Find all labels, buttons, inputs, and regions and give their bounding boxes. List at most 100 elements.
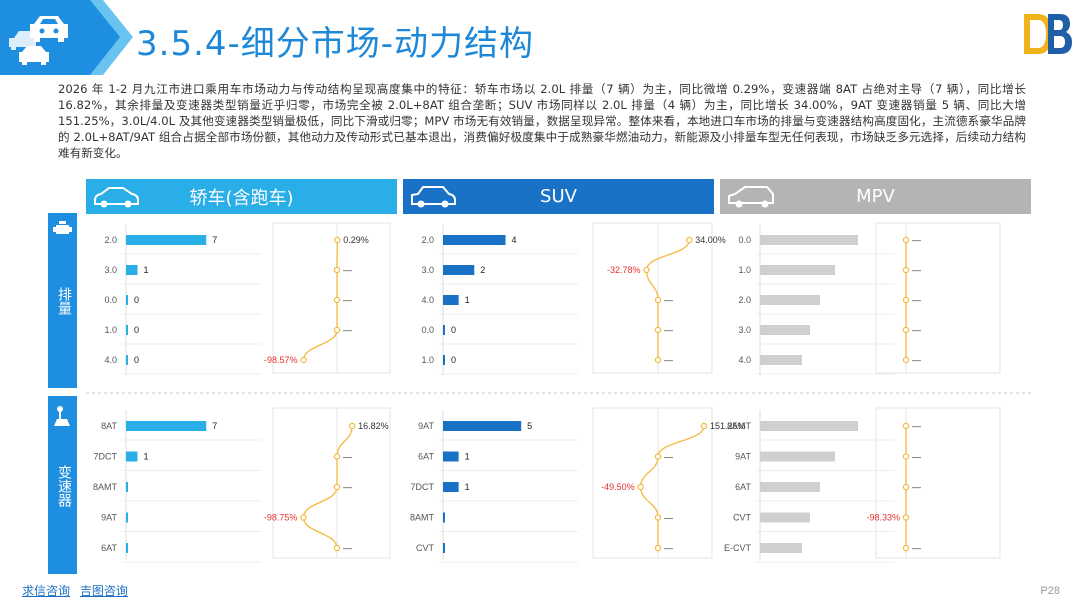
yoy-label: — bbox=[664, 452, 673, 462]
yoy-label: — bbox=[343, 295, 352, 305]
yoy-point bbox=[902, 422, 910, 430]
yoy-point bbox=[643, 266, 650, 274]
bar-placeholder bbox=[760, 355, 802, 365]
car-icon bbox=[9, 16, 68, 65]
bar-value-label: 7 bbox=[212, 421, 217, 431]
bar-value-label: 0 bbox=[134, 355, 139, 365]
yoy-point bbox=[902, 326, 910, 334]
line-chart-frame bbox=[875, 222, 1001, 374]
yoy-point bbox=[902, 514, 910, 521]
yoy-point bbox=[300, 514, 307, 521]
yoy-point bbox=[333, 266, 341, 274]
yoy-point bbox=[902, 236, 910, 244]
brand-logo-icon bbox=[1024, 14, 1072, 54]
yoy-label-negative: -98.33% bbox=[866, 513, 900, 523]
bar bbox=[126, 451, 138, 462]
yoy-label: 34.00% bbox=[695, 235, 726, 245]
category-label: 9AT bbox=[418, 421, 434, 431]
yoy-point bbox=[654, 514, 662, 521]
bar bbox=[443, 543, 445, 553]
category-label: 2.0 bbox=[104, 235, 117, 245]
bar bbox=[126, 265, 138, 275]
yoy-line-sedan-transmission: 16.82% — — -98.75% — bbox=[264, 407, 391, 559]
bar bbox=[443, 265, 475, 275]
yoy-point bbox=[902, 266, 910, 274]
yoy-label: — bbox=[343, 452, 352, 462]
bar bbox=[126, 421, 207, 431]
category-label: 6AT bbox=[735, 482, 751, 492]
bar-value-label: 5 bbox=[527, 421, 532, 431]
bar-value-label: 1 bbox=[465, 452, 470, 462]
bar-value-label: 1 bbox=[465, 482, 470, 492]
yoy-line-sedan-displacement: 0.29% — — — -98.57% bbox=[264, 222, 391, 374]
bar bbox=[126, 543, 128, 553]
bar-value-label: 0 bbox=[451, 325, 456, 335]
category-label: 8AMT bbox=[727, 421, 752, 431]
yoy-point bbox=[654, 544, 662, 552]
line-chart-frame bbox=[875, 407, 1001, 559]
gear-shift-icon bbox=[54, 406, 70, 426]
category-label: 4.0 bbox=[421, 295, 434, 305]
yoy-point bbox=[654, 326, 662, 334]
yoy-line-mpv-displacement: — — — — — bbox=[875, 222, 1001, 374]
yoy-label: — bbox=[343, 482, 352, 492]
bar-value-label: 1 bbox=[465, 295, 470, 305]
yoy-point bbox=[902, 483, 910, 491]
bar-chart-sedan-displacement: 2.0 7 3.0 1 0.0 0 1.0 0 4.0 0 bbox=[104, 225, 261, 375]
yoy-line-mpv-transmission: — — — -98.33% — bbox=[866, 407, 1001, 559]
bar-value-label: 7 bbox=[212, 235, 217, 245]
segment-label: SUV bbox=[540, 186, 577, 207]
bar bbox=[126, 295, 128, 305]
yoy-point bbox=[348, 422, 356, 430]
bar-placeholder bbox=[760, 451, 835, 462]
category-label: 9AT bbox=[735, 452, 751, 462]
category-label: 8AT bbox=[101, 421, 117, 431]
bar bbox=[443, 512, 445, 523]
category-label: 6AT bbox=[101, 543, 117, 553]
bar-value-label: 4 bbox=[512, 235, 517, 245]
yoy-line-path bbox=[640, 425, 705, 548]
segment-label: MPV bbox=[856, 186, 895, 207]
line-chart-frame bbox=[272, 222, 391, 374]
yoy-point bbox=[334, 236, 341, 244]
yoy-point bbox=[333, 544, 341, 552]
bar bbox=[443, 325, 445, 335]
yoy-point bbox=[902, 453, 910, 460]
bar bbox=[126, 235, 207, 245]
bar-placeholder bbox=[760, 295, 820, 305]
category-label: 7DCT bbox=[410, 482, 434, 492]
bar-value-label: 0 bbox=[134, 295, 139, 305]
bar bbox=[126, 512, 128, 523]
category-label: 0.0 bbox=[104, 295, 117, 305]
yoy-label: — bbox=[912, 235, 921, 245]
yoy-point bbox=[333, 296, 341, 304]
yoy-point bbox=[700, 422, 708, 430]
yoy-label: — bbox=[664, 543, 673, 553]
bar-value-label: 0 bbox=[451, 355, 456, 365]
yoy-label: 151.25% bbox=[710, 421, 746, 431]
yoy-label: 0.29% bbox=[343, 235, 369, 245]
yoy-label-negative: -49.50% bbox=[601, 482, 635, 492]
category-label: 4.0 bbox=[738, 355, 751, 365]
yoy-label: — bbox=[664, 325, 673, 335]
bar bbox=[126, 355, 128, 365]
yoy-label: — bbox=[912, 482, 921, 492]
bar bbox=[443, 482, 459, 492]
displacement-label-box bbox=[48, 213, 77, 388]
category-label: 0.0 bbox=[421, 325, 434, 335]
yoy-point bbox=[333, 453, 341, 460]
footer-link-2[interactable]: 吉图咨询 bbox=[79, 584, 128, 598]
bar-chart-mpv-displacement: 0.0 1.0 2.0 3.0 4.0 bbox=[738, 225, 895, 375]
category-label: 4.0 bbox=[104, 355, 117, 365]
category-label: 1.0 bbox=[738, 265, 751, 275]
bar bbox=[126, 482, 128, 492]
yoy-label: — bbox=[912, 452, 921, 462]
header-band bbox=[0, 0, 133, 75]
yoy-label-negative: -98.57% bbox=[264, 355, 298, 365]
mpv-icon bbox=[728, 186, 774, 208]
footer-link-1[interactable]: 求信咨询 bbox=[22, 584, 71, 598]
bar-placeholder bbox=[760, 265, 835, 275]
category-label: 8AMT bbox=[410, 513, 435, 523]
bar-placeholder bbox=[760, 512, 810, 523]
